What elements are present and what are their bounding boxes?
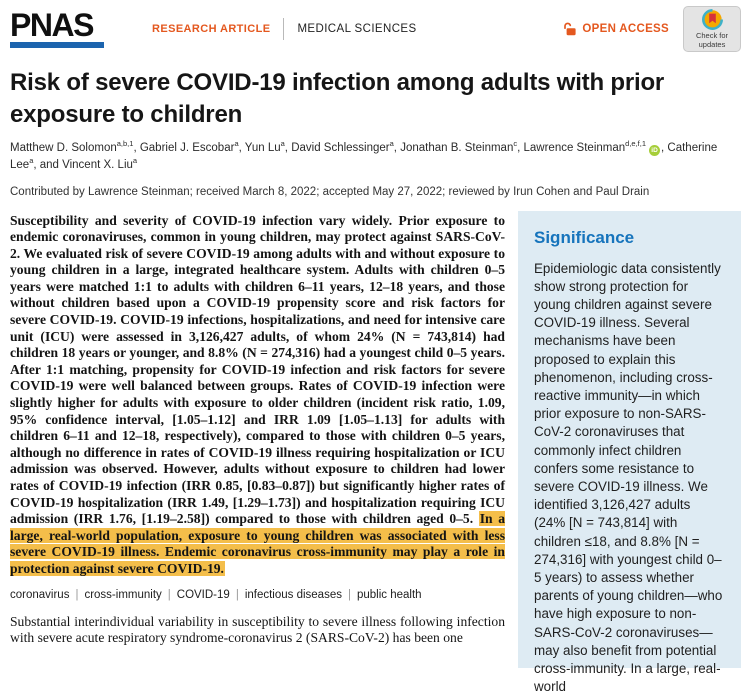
significance-text: Epidemiologic data consistently show str…: [534, 260, 725, 696]
author-affiliation-sup: a: [29, 156, 33, 165]
check-updates-label: Check for updates: [696, 32, 728, 49]
keyword-separator: |: [168, 589, 171, 601]
article-page: PNAS RESEARCH ARTICLE MEDICAL SCIENCES O…: [0, 0, 752, 668]
abstract-text: Susceptibility and severity of COVID-19 …: [10, 213, 505, 527]
header-divider: [283, 18, 284, 40]
pnas-logo-bar: [10, 42, 104, 48]
author-name: Jonathan B. Steinman: [400, 142, 513, 154]
author-name: Gabriel J. Escobar: [140, 142, 235, 154]
keyword-list: coronavirus | cross-immunity | COVID-19 | infe…: [10, 589, 505, 601]
author-name: Yun Lu: [245, 142, 281, 154]
article-type-label: RESEARCH ARTICLE: [152, 23, 270, 35]
check-updates-logo: [702, 9, 723, 30]
section-label: MEDICAL SCIENCES: [297, 23, 416, 35]
keyword: infectious diseases: [245, 589, 342, 601]
author-name: Vincent X. Liu: [62, 159, 133, 171]
author-affiliation-sup: c: [513, 139, 517, 148]
abstract-paragraph: Susceptibility and severity of COVID-19 …: [10, 213, 505, 578]
author-name: David Schlessinger: [291, 142, 389, 154]
author-affiliation-sup: a,b,1: [117, 139, 134, 148]
open-access-label: OPEN ACCESS: [582, 23, 669, 35]
keyword: public health: [357, 589, 422, 601]
open-access-link[interactable]: OPEN ACCESS: [563, 22, 669, 36]
orcid-icon[interactable]: iD: [649, 145, 660, 156]
keyword-separator: |: [236, 589, 239, 601]
keyword: coronavirus: [10, 589, 69, 601]
author-name: Matthew D. Solomon: [10, 142, 117, 154]
journal-header: PNAS RESEARCH ARTICLE MEDICAL SCIENCES O…: [10, 0, 741, 54]
page-title: Risk of severe COVID-19 infection among …: [10, 67, 715, 131]
keyword-separator: |: [348, 589, 351, 601]
author-list: Matthew D. Solomona,b,1, Gabriel J. Esco…: [10, 140, 741, 174]
keyword: COVID-19: [177, 589, 230, 601]
open-lock-icon: [563, 22, 577, 36]
pnas-logo[interactable]: PNAS: [10, 11, 106, 48]
author-affiliation-sup: a: [281, 139, 285, 148]
pnas-logo-text: PNAS: [10, 11, 106, 40]
author-affiliation-sup: a: [234, 139, 238, 148]
main-column: Susceptibility and severity of COVID-19 …: [10, 211, 505, 647]
significance-heading: Significance: [534, 228, 725, 248]
author-name: Lawrence Steinman: [524, 142, 626, 154]
author-affiliation-sup: d,e,f,1: [625, 139, 646, 148]
significance-box: Significance Epidemiologic data consiste…: [518, 211, 741, 668]
keyword-separator: |: [75, 589, 78, 601]
significance-sidebar: Significance Epidemiologic data consiste…: [518, 211, 741, 668]
author-affiliation-sup: a: [133, 156, 137, 165]
content-columns: Susceptibility and severity of COVID-19 …: [10, 211, 741, 668]
keyword: cross-immunity: [84, 589, 161, 601]
intro-paragraph: Substantial interindividual variability …: [10, 614, 505, 647]
check-for-updates-button[interactable]: Check for updates: [683, 6, 741, 52]
contributed-line: Contributed by Lawrence Steinman; receiv…: [10, 186, 741, 198]
author-affiliation-sup: a: [390, 139, 394, 148]
